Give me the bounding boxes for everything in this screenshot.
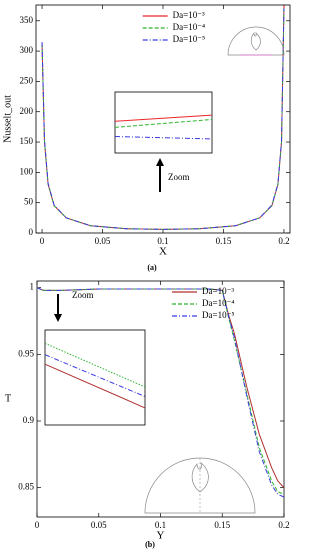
zoom-arrow-head [156, 158, 164, 166]
y-tick-label: 1 [30, 282, 35, 292]
series-line [41, 7, 285, 230]
y-tick-label: 0.95 [18, 348, 34, 358]
y-tick-label: 100 [20, 166, 34, 176]
x-tick-label: 0.05 [91, 520, 107, 530]
y-axis-label: T [5, 393, 11, 404]
x-tick-label: 0.2 [278, 520, 289, 530]
legend-label: Da=10⁻⁴ [202, 298, 234, 308]
figure: 0 0.05 0.1 0.15 0.2 0 50 100 150 200 250 300 350 Da=1… [2, 4, 291, 549]
x-tick-label: 0.1 [157, 236, 168, 246]
legend-label: Da=10⁻³ [202, 286, 234, 296]
series-line [44, 342, 146, 388]
y-axis-label: Nusselt_out [2, 95, 13, 143]
series-line [114, 136, 213, 140]
y-tick-label: 0.85 [18, 482, 34, 492]
legend-label: Da=10⁻⁵ [173, 34, 205, 44]
plot-frame [44, 329, 146, 426]
y-tick-label: 250 [20, 75, 34, 85]
legend-label: Da=10⁻⁵ [202, 310, 234, 320]
series-line [44, 363, 146, 409]
x-tick-label: 0.2 [278, 236, 289, 246]
x-tick-label: 0.15 [216, 236, 232, 246]
x-tick-label: 0.1 [155, 520, 166, 530]
x-tick-label: 0.05 [95, 236, 111, 246]
y-tick-label: 0.9 [23, 415, 35, 425]
x-tick-label: 0 [35, 520, 40, 530]
plot-frame [114, 91, 213, 154]
zoom-arrow-head [54, 314, 62, 322]
geometry-icon [227, 26, 285, 56]
legend-label: Da=10⁻⁴ [173, 22, 205, 32]
series-line [36, 287, 285, 498]
y-tick-label: 300 [20, 45, 34, 55]
x-tick-label: 0.15 [214, 520, 230, 530]
geometry-icon [144, 457, 256, 514]
x-axis-label: X [159, 246, 167, 258]
y-tick-label: 200 [20, 106, 34, 116]
x-tick-label: 0 [40, 236, 45, 246]
annotation: Zoom [168, 172, 190, 182]
series-line [114, 118, 213, 128]
x-axis-label: Y [157, 530, 165, 542]
legend-label: Da=10⁻³ [173, 10, 205, 20]
y-tick-label: 0 [29, 227, 34, 237]
y-tick-label: 50 [24, 197, 34, 207]
caption: (b) [145, 540, 155, 549]
series-line [41, 8, 285, 230]
y-tick-label: 150 [20, 136, 34, 146]
series-line [44, 354, 146, 397]
annotation: Zoom [72, 290, 94, 300]
caption: (a) [147, 263, 157, 272]
series-line [114, 114, 213, 122]
y-tick-label: 350 [20, 15, 34, 25]
